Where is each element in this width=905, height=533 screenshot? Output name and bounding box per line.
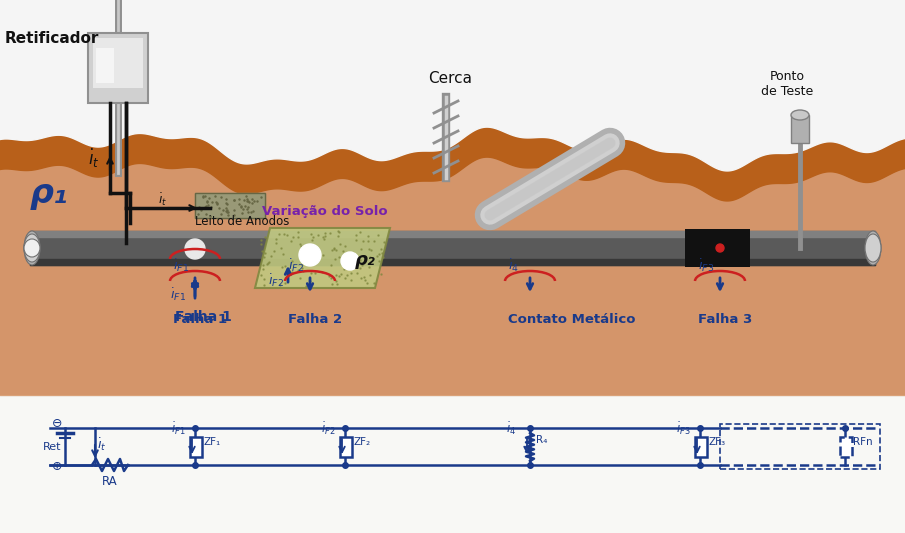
- Text: $\dot{\imath}_{F1}$: $\dot{\imath}_{F1}$: [171, 421, 186, 437]
- Text: ZF₁: ZF₁: [203, 437, 220, 447]
- Text: $\dot{\imath}_t$: $\dot{\imath}_t$: [88, 147, 100, 170]
- Text: R₄: R₄: [536, 435, 548, 445]
- Bar: [195, 193, 265, 218]
- Text: $\dot{\imath}_{F1}$: $\dot{\imath}_{F1}$: [170, 286, 186, 303]
- Text: ρ₂: ρ₂: [355, 251, 376, 269]
- Text: $\dot{\imath}_{F2}$: $\dot{\imath}_{F2}$: [268, 272, 284, 289]
- Bar: [685, 229, 750, 267]
- Bar: [695, 437, 707, 457]
- Text: $\dot{\imath}_{F3}$: $\dot{\imath}_{F3}$: [676, 421, 691, 437]
- Polygon shape: [255, 228, 390, 288]
- Circle shape: [341, 252, 359, 270]
- Text: $\dot{\imath}_t$: $\dot{\imath}_t$: [158, 191, 167, 208]
- Ellipse shape: [24, 231, 40, 265]
- Text: RA: RA: [102, 475, 118, 488]
- Circle shape: [185, 239, 205, 259]
- Text: Falha 1: Falha 1: [173, 313, 227, 326]
- Text: ρ₁: ρ₁: [30, 177, 69, 210]
- Ellipse shape: [24, 239, 40, 257]
- Ellipse shape: [865, 234, 881, 262]
- Text: Falha 2: Falha 2: [288, 313, 342, 326]
- Text: Falha 3: Falha 3: [698, 313, 752, 326]
- Text: $\dot{\imath}_t$: $\dot{\imath}_t$: [97, 437, 107, 453]
- Bar: [190, 437, 202, 457]
- Bar: [96, 48, 114, 83]
- Bar: [791, 115, 809, 143]
- Text: $\dot{\imath}_{F2}$: $\dot{\imath}_{F2}$: [288, 257, 304, 274]
- Text: ZF₃: ZF₃: [708, 437, 725, 447]
- Circle shape: [716, 244, 724, 252]
- Bar: [93, 38, 143, 88]
- Text: RFn: RFn: [853, 437, 872, 447]
- Bar: [88, 33, 148, 103]
- Text: ⊖: ⊖: [52, 417, 62, 430]
- Bar: [340, 437, 352, 457]
- Text: Cerca: Cerca: [428, 71, 472, 86]
- Text: Variação do Solo: Variação do Solo: [262, 205, 387, 218]
- Ellipse shape: [791, 110, 809, 120]
- Text: $\dot{\imath}_4$: $\dot{\imath}_4$: [508, 257, 519, 274]
- Bar: [720, 424, 880, 469]
- Text: Leito de Anodos: Leito de Anodos: [195, 215, 290, 228]
- Text: ZF₂: ZF₂: [353, 437, 370, 447]
- Ellipse shape: [24, 234, 40, 262]
- Text: ⊕: ⊕: [52, 460, 62, 473]
- Text: Ponto
de Teste: Ponto de Teste: [761, 70, 813, 98]
- Text: Retificador: Retificador: [5, 31, 100, 46]
- Text: Contato Metálico: Contato Metálico: [508, 313, 635, 326]
- Text: Falha 1: Falha 1: [175, 310, 232, 324]
- Text: $\dot{\imath}_{F3}$: $\dot{\imath}_{F3}$: [698, 257, 714, 274]
- Text: $\dot{\imath}_{F2}$: $\dot{\imath}_{F2}$: [321, 421, 336, 437]
- Ellipse shape: [865, 231, 881, 265]
- Text: $\dot{\imath}_4$: $\dot{\imath}_4$: [506, 421, 516, 437]
- Text: Ret: Ret: [43, 442, 62, 452]
- Circle shape: [299, 244, 321, 266]
- Text: $\dot{\imath}_{F1}$: $\dot{\imath}_{F1}$: [173, 257, 189, 274]
- Bar: [840, 437, 852, 457]
